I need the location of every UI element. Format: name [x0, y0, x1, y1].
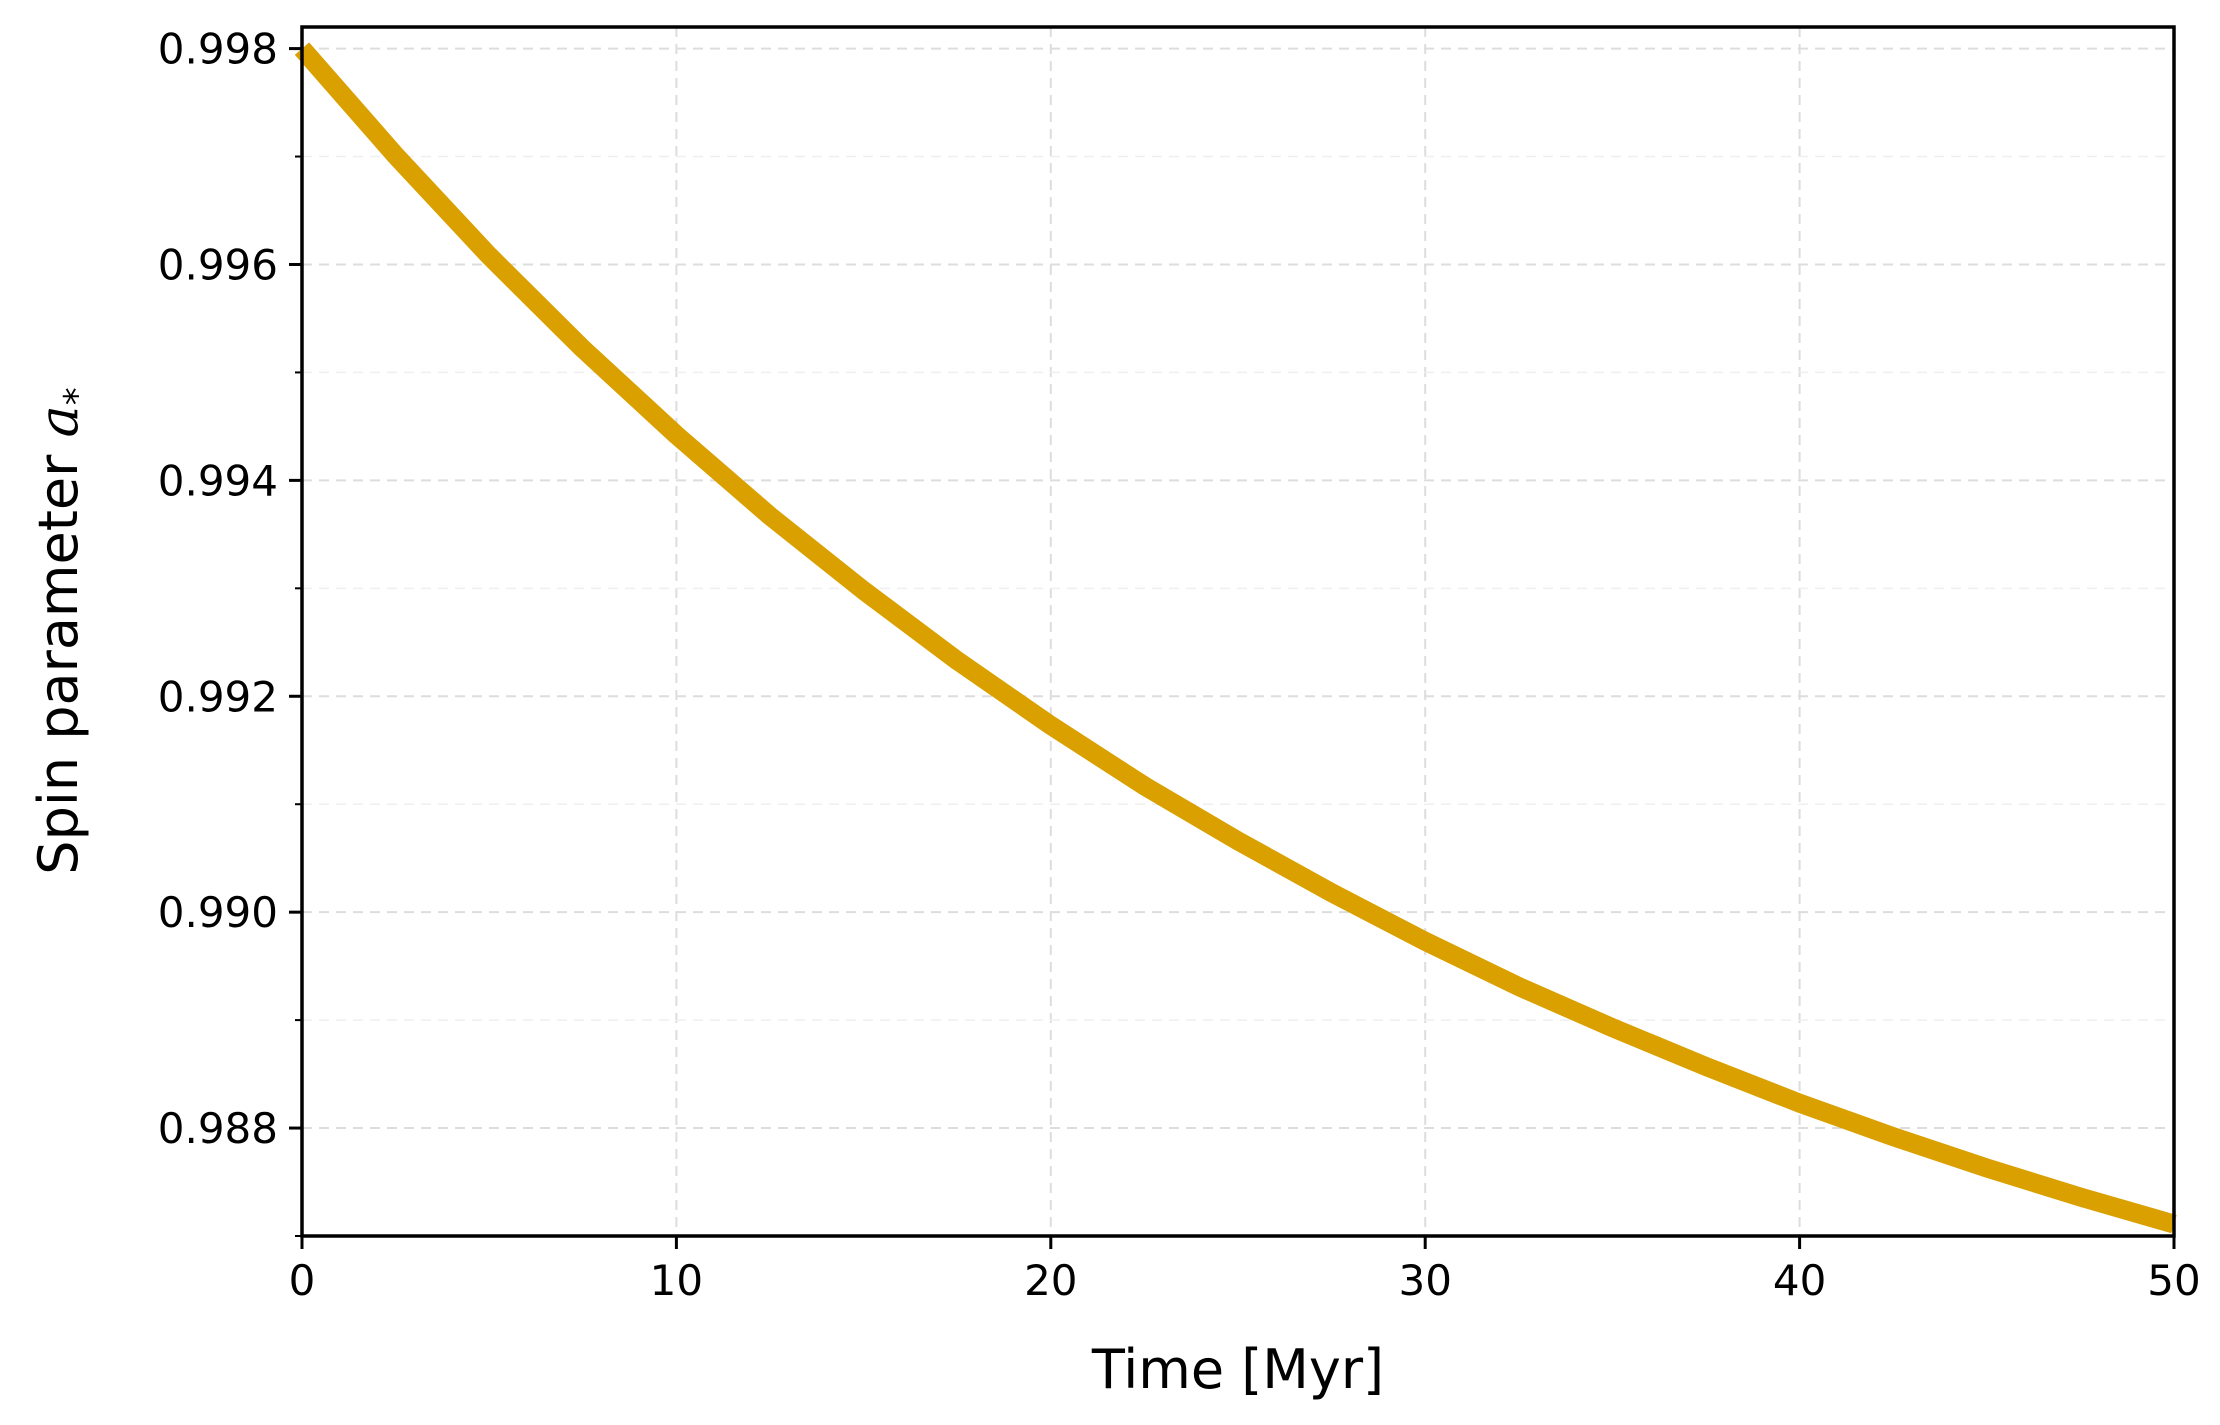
x-tick-label: 10: [650, 1256, 703, 1305]
y-axis-label-symbol: a: [27, 405, 90, 437]
y-tick-label: 0.990: [158, 888, 278, 937]
x-tick-label: 30: [1398, 1256, 1451, 1305]
x-tick-label: 20: [1024, 1256, 1077, 1305]
plot-background: [302, 27, 2174, 1236]
x-axis: 0 10 20 30 40 50: [289, 1236, 2201, 1305]
x-tick-label: 50: [2147, 1256, 2200, 1305]
y-tick-label: 0.998: [158, 25, 278, 74]
x-tick-label: 40: [1773, 1256, 1826, 1305]
y-axis: 0.988 0.990 0.992 0.994 0.996 0.998: [158, 25, 302, 1237]
y-axis-label-text: Spin parameter: [27, 438, 90, 875]
y-tick-label: 0.988: [158, 1104, 278, 1153]
y-axis-label-subscript: *: [57, 387, 98, 405]
y-tick-label: 0.996: [158, 240, 278, 289]
y-tick-label: 0.992: [158, 672, 278, 721]
plot-frame: [300, 25, 2176, 1238]
x-tick-label: 0: [289, 1256, 316, 1305]
x-axis-label: Time [Myr]: [1091, 1338, 1384, 1401]
series-line: [294, 42, 2177, 1234]
y-axis-label: Spin parameter a*: [27, 387, 98, 874]
series-layer: [294, 42, 2177, 1234]
y-tick-label: 0.994: [158, 456, 278, 505]
